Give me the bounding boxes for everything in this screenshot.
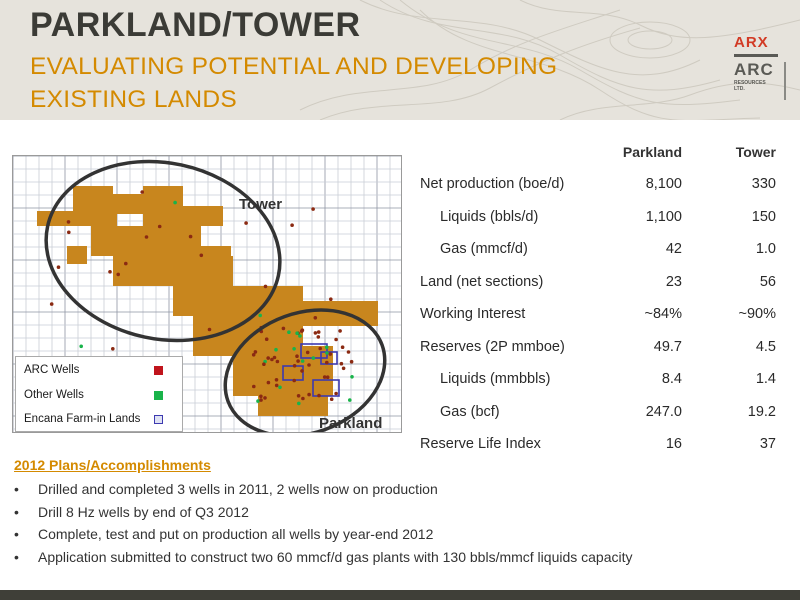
bullet-icon: •: [14, 548, 19, 565]
list-item-text: Complete, test and put on production all…: [38, 526, 434, 542]
row-label: Reserve Life Index: [420, 436, 541, 452]
list-item: • Drilled and completed 3 wells in 2011, …: [14, 481, 784, 504]
row-label: Liquids (bbls/d): [440, 208, 539, 225]
list-item: • Application submitted to construct two …: [14, 549, 784, 572]
list-item-text: Drill 8 Hz wells by end of Q3 2012: [38, 503, 249, 520]
logo-divider: [734, 54, 778, 57]
column-header-tower: Tower: [735, 144, 776, 160]
plans-title: 2012 Plans/Accomplishments: [14, 457, 211, 473]
table-row: Net production (boe/d) 8,100 330: [418, 176, 790, 196]
tower-value: 1.0: [755, 241, 776, 257]
parkland-value: 8,100: [645, 176, 682, 192]
list-item: • Complete, test and put on production al…: [14, 526, 784, 549]
legend-arc-wells: ARC Wells: [24, 364, 80, 376]
bullet-icon: •: [14, 481, 19, 497]
row-label: Working Interest: [420, 306, 526, 322]
parkland-value: 42: [665, 241, 682, 257]
parkland-value: 247.0: [645, 403, 682, 420]
page-subtitle: EVALUATING POTENTIAL AND DEVELOPING EXIS…: [30, 53, 558, 113]
parkland-value: 8.4: [661, 371, 682, 387]
bullet-icon: •: [14, 503, 19, 520]
column-header-parkland: Parkland: [622, 144, 682, 160]
tower-value: 330: [751, 176, 776, 192]
table-row: Reserves (2P mmboe) 49.7 4.5: [418, 339, 790, 359]
table-row: Gas (mmcf/d) 42 1.0: [418, 241, 790, 261]
land-map: Tower Parkland ARC Wells Other Wells Enc…: [12, 155, 402, 433]
row-label: Gas (bcf): [440, 403, 500, 420]
parkland-label: Parkland: [319, 415, 383, 432]
logo-arx-text: ARX: [734, 34, 769, 51]
parkland-value: ~84%: [644, 306, 683, 322]
tower-value: 1.4: [755, 371, 776, 387]
table-row: Liquids (bbls/d) 1,100 150: [418, 209, 790, 229]
bullet-icon: •: [14, 526, 19, 542]
plans-list: • Drilled and completed 3 wells in 2011, …: [14, 481, 784, 571]
tower-value: 150: [751, 208, 776, 225]
parkland-value: 49.7: [653, 338, 682, 355]
arc-logo: ARX ARC RESOURCES LTD.: [734, 34, 792, 104]
row-label: Liquids (mmbbls): [440, 371, 551, 387]
map-legend: ARC Wells Other Wells Encana Farm-in Lan…: [15, 356, 183, 432]
row-label: Gas (mmcf/d): [440, 241, 528, 257]
logo-arc-text: ARC: [734, 60, 774, 79]
table-row: Working Interest ~84% ~90%: [418, 306, 790, 326]
table-row: Gas (bcf) 247.0 19.2: [418, 404, 790, 424]
table-row: Reserve Life Index 16 37: [418, 436, 790, 456]
slide-header: PARKLAND/TOWER EVALUATING POTENTIAL AND …: [0, 0, 800, 120]
row-label: Land (net sections): [420, 273, 544, 290]
tower-value: ~90%: [738, 306, 777, 322]
other-wells-swatch: [154, 391, 163, 400]
parkland-value: 16: [665, 436, 682, 452]
tower-ellipse: [44, 159, 282, 343]
tower-value: 19.2: [747, 403, 776, 420]
footer-bar: [0, 590, 800, 600]
parkland-ellipse: [223, 308, 387, 432]
legend-other-wells: Other Wells: [24, 389, 84, 401]
encana-swatch: [154, 415, 163, 424]
logo-sub-line-1: RESOURCES: [734, 80, 766, 86]
tower-value: 56: [759, 273, 776, 290]
list-item-text: Drilled and completed 3 wells in 2011, 2…: [38, 481, 438, 497]
row-label: Reserves (2P mmboe): [420, 338, 565, 355]
arc-wells-swatch: [154, 366, 163, 375]
parkland-value: 1,100: [645, 208, 682, 225]
table-row: Land (net sections) 23 56: [418, 274, 790, 294]
tower-label: Tower: [239, 196, 283, 213]
tower-value: 37: [759, 436, 776, 452]
list-item: • Drill 8 Hz wells by end of Q3 2012: [14, 504, 784, 527]
table-row: Liquids (mmbbls) 8.4 1.4: [418, 371, 790, 391]
logo-sub-line-2: LTD.: [734, 86, 745, 92]
row-label: Net production (boe/d): [420, 176, 565, 192]
page-title: PARKLAND/TOWER: [30, 6, 361, 44]
legend-encana: Encana Farm-in Lands: [24, 413, 141, 425]
parkland-value: 23: [665, 273, 682, 290]
tower-value: 4.5: [755, 338, 776, 355]
topographic-background: [299, 0, 800, 120]
logo-subtext: RESOURCES LTD.: [734, 80, 766, 92]
logo-side-bar: [784, 62, 786, 100]
list-item-text: Application submitted to construct two 6…: [38, 548, 633, 565]
